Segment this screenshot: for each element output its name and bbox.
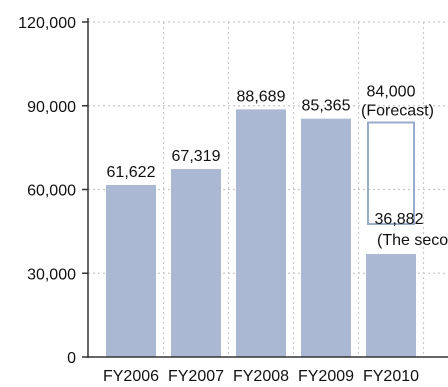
labels: 0 30,000 60,000 90,000 120,000 84,000 (Forecas…: [18, 15, 448, 385]
bar-fy2007: [171, 169, 221, 357]
y-tick-label: 30,000: [27, 266, 76, 283]
x-category-label: FY2008: [233, 368, 289, 385]
forecast-outline-bar: [367, 121, 415, 226]
y-tick-label: 90,000: [27, 99, 76, 116]
bar-fy2006: [106, 184, 156, 357]
bars: [106, 109, 416, 357]
bar-fy2009: [301, 118, 351, 357]
bar-fy2010: [366, 254, 416, 357]
forecast-value-label: 84,000: [367, 84, 416, 101]
y-tick-label: 0: [67, 350, 76, 367]
bar-value-label: 88,689: [237, 88, 286, 105]
bar-value-label: 67,319: [172, 148, 221, 165]
x-category-label: FY2007: [168, 368, 224, 385]
x-category-label: FY2010: [363, 368, 419, 385]
y-tick-label: 120,000: [18, 15, 76, 32]
forecast-note-label: (Forecast): [361, 103, 434, 120]
bar-value-label: 85,365: [302, 98, 351, 115]
axes: [82, 18, 448, 358]
bar-fy2008: [236, 109, 286, 357]
bar-value-label: 36,882: [375, 211, 424, 228]
x-category-label: FY2006: [103, 368, 159, 385]
x-category-label: FY2009: [298, 368, 354, 385]
bar-value-label: 61,622: [107, 164, 156, 181]
bar-annotation-label: (The secon: [377, 232, 448, 249]
y-tick-label: 60,000: [27, 183, 76, 200]
